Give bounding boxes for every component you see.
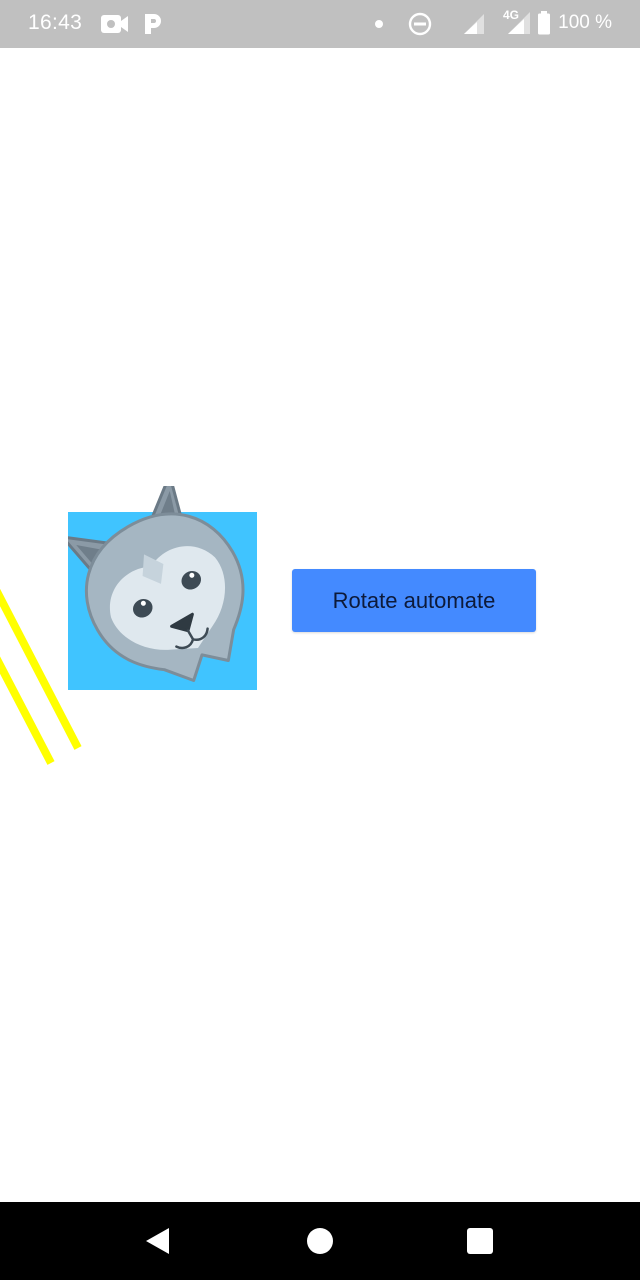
video-camera-icon (100, 13, 130, 35)
home-icon (307, 1228, 333, 1254)
signal-4g-icon (502, 9, 532, 35)
battery-percentage: 100 % (558, 12, 612, 33)
back-icon (146, 1228, 169, 1254)
recents-icon (467, 1228, 493, 1254)
recents-button[interactable] (430, 1202, 530, 1280)
wolf-face-image (68, 486, 245, 682)
back-button[interactable] (108, 1202, 208, 1280)
home-button[interactable] (270, 1202, 370, 1280)
notification-dot-icon (374, 19, 384, 29)
parking-icon (142, 12, 164, 36)
navigation-bar (0, 1202, 640, 1280)
status-time: 16:43 (28, 11, 83, 34)
yellow-lines-decoration (0, 588, 82, 765)
status-bar: 16:43 (0, 0, 640, 48)
signal-icon (462, 13, 486, 35)
battery-icon (537, 11, 551, 35)
do-not-disturb-icon (408, 12, 432, 36)
rotate-automate-button[interactable]: Rotate automate (292, 569, 536, 632)
network-type-label: 4G (503, 8, 520, 22)
